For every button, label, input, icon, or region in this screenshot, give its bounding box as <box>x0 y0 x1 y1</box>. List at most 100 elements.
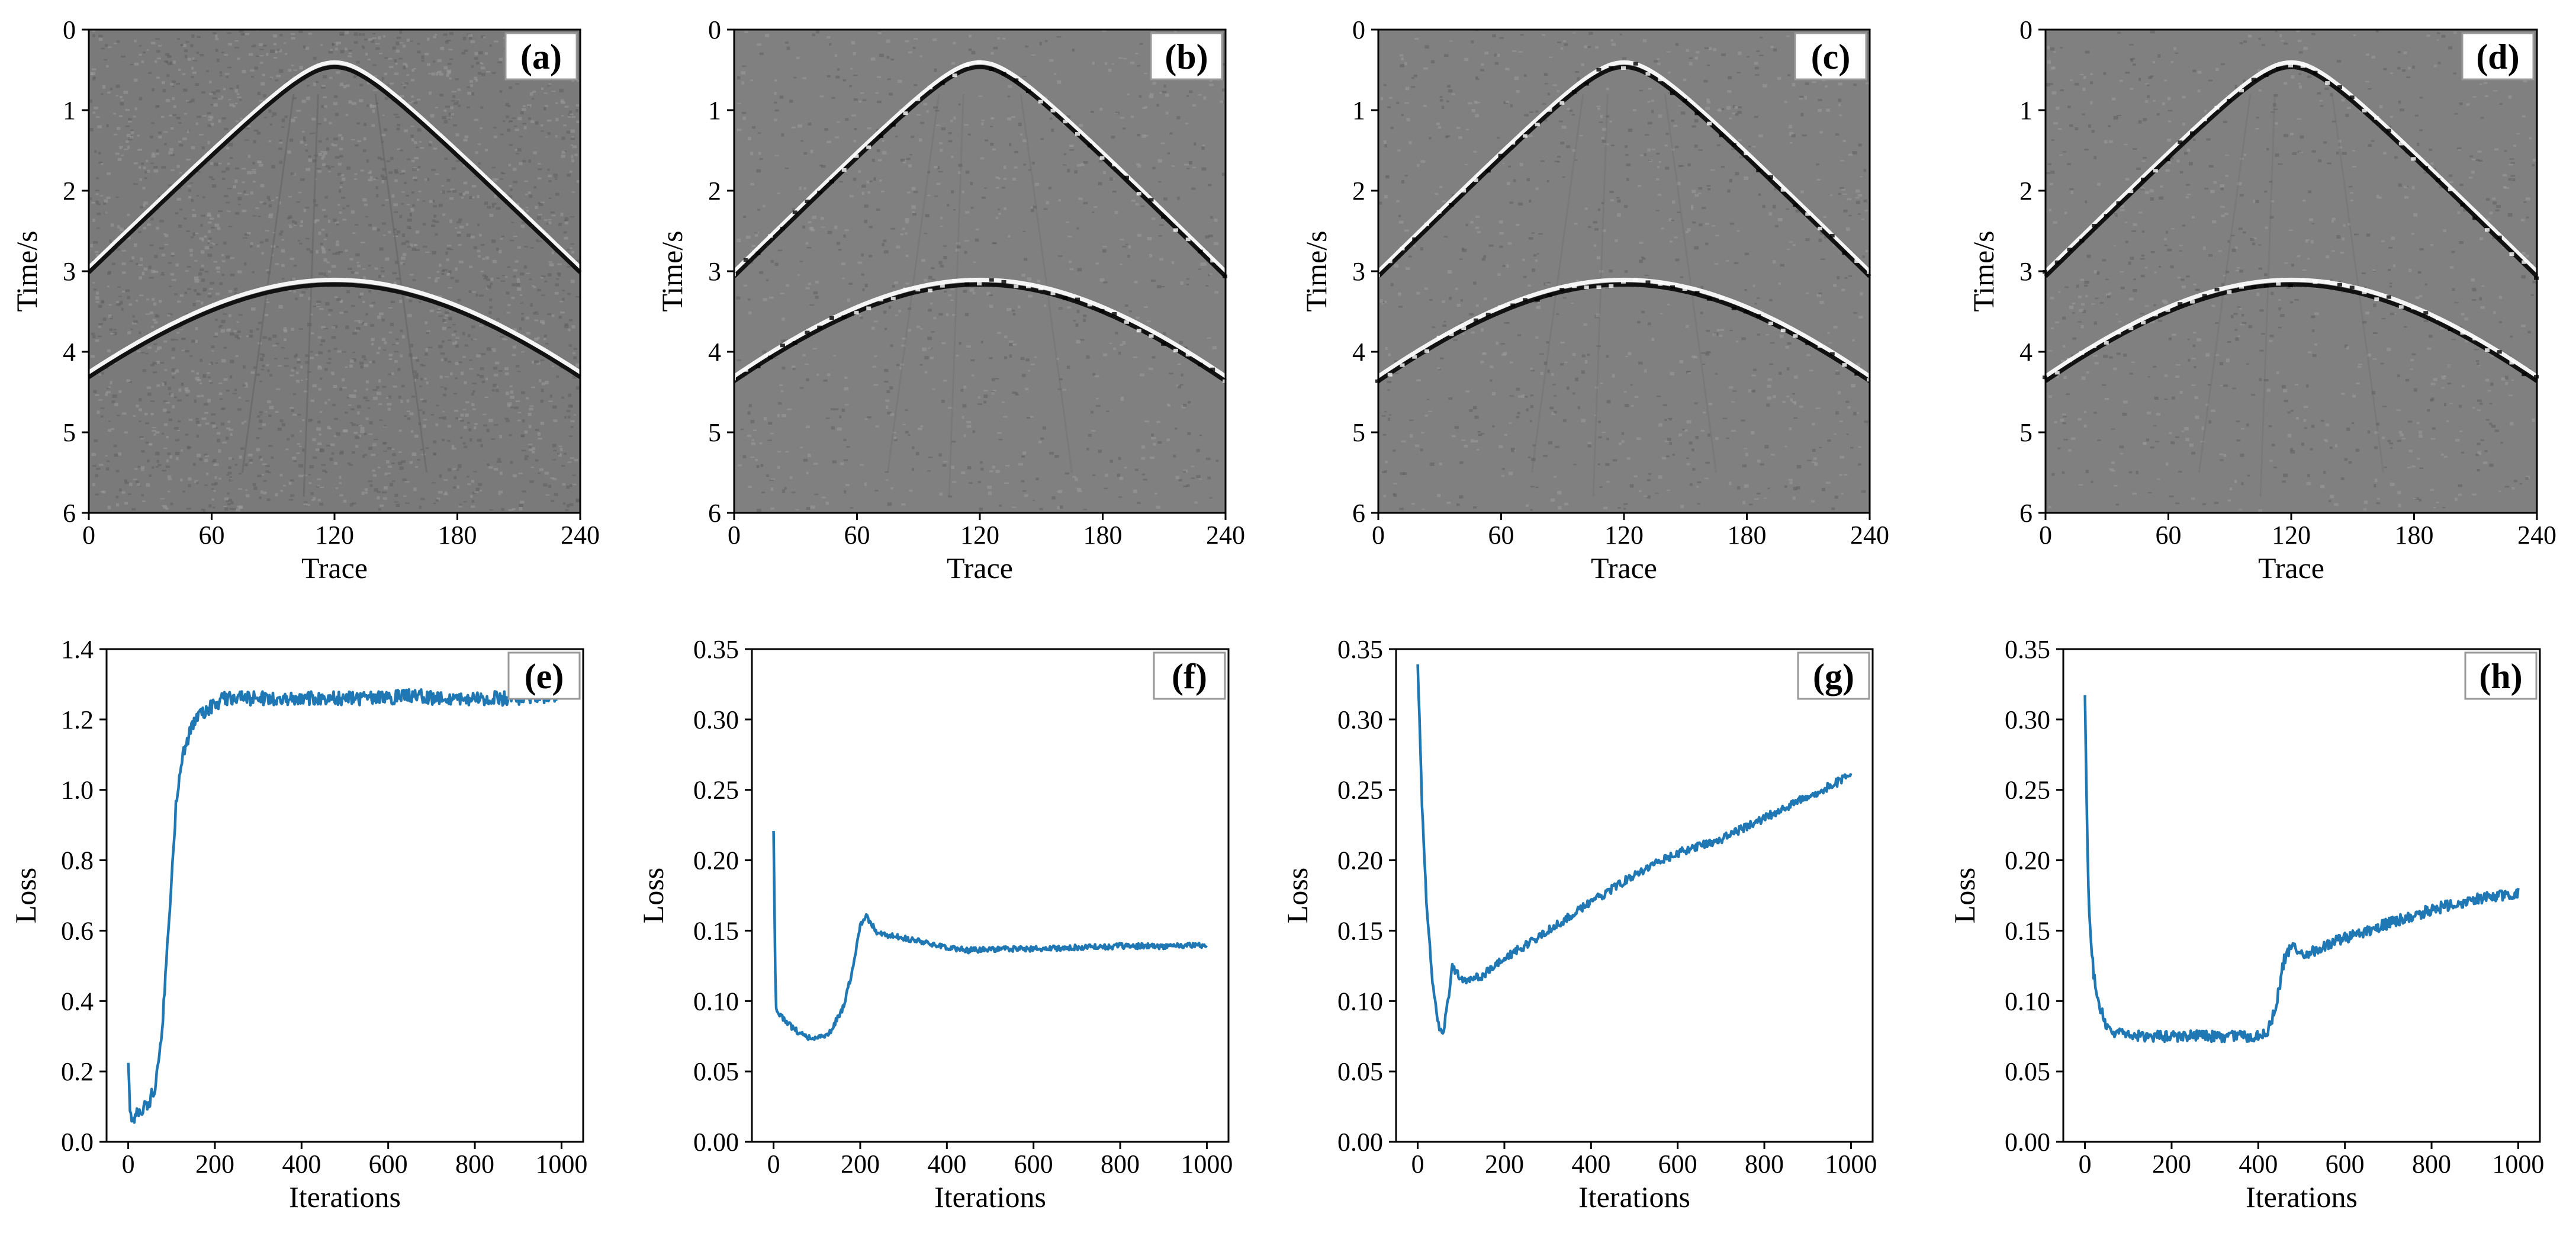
noise-speck <box>446 248 451 250</box>
noise-speck <box>297 413 301 416</box>
noise-speck <box>508 509 513 511</box>
noise-speck <box>2104 397 2109 400</box>
noise-speck <box>568 344 572 347</box>
noise-speck <box>226 76 229 78</box>
noise-speck <box>263 117 268 118</box>
noise-speck <box>164 369 168 371</box>
noise-speck <box>1601 432 1606 434</box>
noise-speck <box>381 222 386 225</box>
noise-speck <box>319 308 324 310</box>
noise-speck <box>1139 43 1143 45</box>
noise-speck <box>99 463 104 466</box>
y-tick-label: 0 <box>1352 15 1365 44</box>
noise-speck <box>283 327 287 330</box>
noise-speck <box>752 429 757 431</box>
noise-speck <box>1214 291 1219 294</box>
noise-speck <box>896 245 901 249</box>
noise-speck <box>305 47 310 50</box>
noise-speck <box>433 147 438 150</box>
noise-speck <box>433 440 437 444</box>
noise-speck <box>215 37 219 40</box>
noise-speck <box>406 194 409 197</box>
noise-speck <box>968 48 972 52</box>
noise-speck <box>358 99 364 102</box>
y-tick-label: 5 <box>708 418 721 447</box>
noise-speck <box>938 313 943 316</box>
noise-speck <box>483 424 487 426</box>
noise-speck <box>909 489 913 492</box>
noise-speck <box>531 98 535 100</box>
noise-speck <box>410 208 414 212</box>
noise-speck <box>171 255 175 257</box>
noise-speck <box>255 55 260 57</box>
noise-speck <box>1738 139 1742 141</box>
noise-speck <box>819 165 823 166</box>
noise-speck <box>540 399 544 403</box>
noise-speck <box>382 426 387 428</box>
noise-speck <box>183 88 188 92</box>
noise-speck <box>92 282 95 284</box>
noise-speck <box>1508 471 1513 476</box>
noise-speck <box>153 321 158 324</box>
noise-speck <box>484 275 488 278</box>
noise-speck <box>750 79 754 81</box>
x-tick-label: 0 <box>1372 521 1385 550</box>
event-texture <box>940 81 945 85</box>
noise-speck <box>262 364 265 367</box>
noise-speck <box>245 489 248 491</box>
noise-speck <box>1057 389 1062 390</box>
noise-speck <box>480 106 484 109</box>
noise-speck <box>291 434 294 437</box>
noise-speck <box>1668 92 1671 94</box>
noise-speck <box>1098 182 1102 185</box>
noise-speck <box>127 145 130 149</box>
diffraction-streak <box>303 94 319 497</box>
noise-speck <box>966 345 972 348</box>
noise-speck <box>813 463 818 465</box>
noise-speck <box>320 44 323 46</box>
noise-speck <box>346 397 350 399</box>
noise-speck <box>977 403 982 405</box>
noise-speck <box>826 75 831 78</box>
noise-speck <box>2259 378 2262 381</box>
noise-speck <box>969 482 973 484</box>
noise-speck <box>513 235 517 237</box>
noise-speck <box>117 224 120 229</box>
noise-speck <box>499 435 502 438</box>
noise-speck <box>201 508 204 511</box>
noise-speck <box>908 434 911 436</box>
noise-speck <box>1757 333 1760 336</box>
noise-speck <box>220 75 223 76</box>
event-texture <box>1694 291 1700 295</box>
noise-speck <box>784 167 789 169</box>
noise-speck <box>2252 242 2256 245</box>
noise-speck <box>1212 346 1217 349</box>
noise-speck <box>873 384 879 386</box>
noise-speck <box>1513 179 1516 182</box>
noise-speck <box>1025 358 1030 362</box>
event-texture <box>1818 344 1822 348</box>
noise-speck <box>357 264 361 268</box>
noise-speck <box>1465 390 1470 393</box>
noise-speck <box>744 30 748 34</box>
noise-speck <box>1456 503 1460 506</box>
noise-speck <box>2521 275 2526 279</box>
noise-speck <box>2453 72 2456 75</box>
noise-speck <box>1574 159 1578 161</box>
event-texture <box>928 288 932 293</box>
event-texture <box>1087 143 1092 147</box>
noise-speck <box>401 242 406 245</box>
noise-speck <box>533 312 536 315</box>
noise-speck <box>413 141 417 145</box>
noise-speck <box>350 408 355 410</box>
noise-speck <box>477 374 480 377</box>
noise-speck <box>1169 373 1173 375</box>
noise-speck <box>489 213 494 217</box>
noise-speck <box>215 362 218 364</box>
noise-speck <box>172 97 175 100</box>
noise-speck <box>2264 273 2268 277</box>
noise-speck <box>191 146 195 150</box>
noise-speck <box>331 143 334 146</box>
noise-speck <box>469 359 472 361</box>
noise-speck <box>352 358 356 362</box>
